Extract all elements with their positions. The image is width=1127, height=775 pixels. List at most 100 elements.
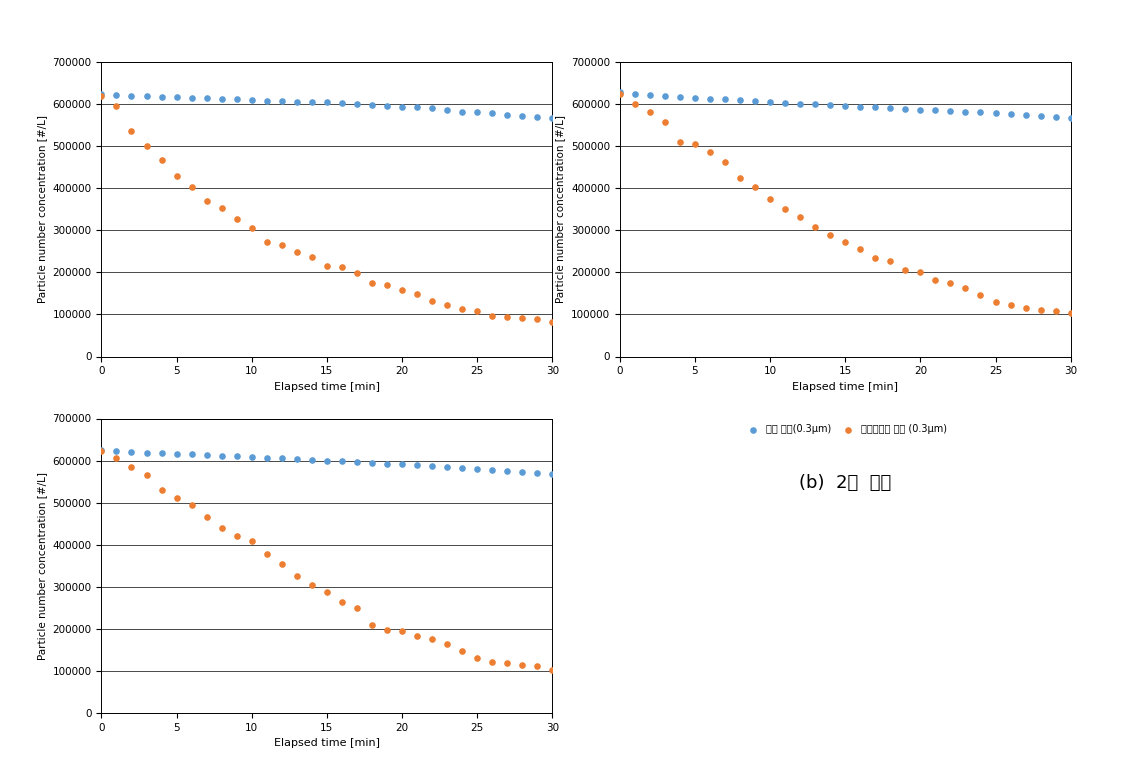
공기청정기 가동 (0.3μm) <box>656 116 674 129</box>
Y-axis label: Particle number concentration [#/L]: Particle number concentration [#/L] <box>37 115 47 303</box>
공기청정기 가동 (0.3μm) <box>393 625 411 637</box>
공기청정기 가동 (0.3μm) <box>1031 304 1049 316</box>
공기청정기 가동 (0.3μm) <box>881 254 899 267</box>
자연 감소(0.3μm) <box>168 91 186 104</box>
자연 감소(0.3μm) <box>348 98 366 110</box>
공기청정기 가동 (0.3μm) <box>393 284 411 297</box>
자연 감소(0.3μm) <box>468 106 486 119</box>
공기청정기 가동 (0.3μm) <box>468 652 486 664</box>
자연 감소(0.3μm) <box>498 109 516 121</box>
공기청정기 가동 (0.3μm) <box>332 596 350 608</box>
공기청정기 가동 (0.3μm) <box>123 126 141 138</box>
자연 감소(0.3μm) <box>529 111 547 123</box>
자연 감소(0.3μm) <box>1031 109 1049 122</box>
공기청정기 가동 (0.3μm) <box>273 557 291 570</box>
공기청정기 가동 (0.3μm) <box>498 657 516 670</box>
자연 감소(0.3μm) <box>941 105 959 117</box>
공기청정기 가동 (0.3μm) <box>287 570 305 583</box>
공기청정기 가동 (0.3μm) <box>438 299 456 312</box>
자연 감소(0.3μm) <box>183 448 201 460</box>
자연 감소(0.3μm) <box>957 105 975 118</box>
공기청정기 가동 (0.3μm) <box>332 261 350 274</box>
공기청정기 가동 (0.3μm) <box>483 309 502 322</box>
공기청정기 가동 (0.3μm) <box>183 181 201 193</box>
공기청정기 가동 (0.3μm) <box>822 229 840 242</box>
자연 감소(0.3μm) <box>453 105 471 118</box>
공기청정기 가동 (0.3μm) <box>137 469 156 481</box>
공기청정기 가동 (0.3μm) <box>513 659 531 671</box>
Y-axis label: Particle number concentration [#/L]: Particle number concentration [#/L] <box>37 472 47 660</box>
Legend: 자연 감소(0.3μm), 공기청정기 가동 (0.3μm): 자연 감소(0.3μm), 공기청정기 가동 (0.3μm) <box>225 424 428 434</box>
공기청정기 가동 (0.3μm) <box>611 88 629 100</box>
자연 감소(0.3μm) <box>836 99 854 112</box>
자연 감소(0.3μm) <box>686 91 704 104</box>
자연 감소(0.3μm) <box>318 454 336 467</box>
공기청정기 가동 (0.3μm) <box>303 578 321 591</box>
자연 감소(0.3μm) <box>761 96 779 108</box>
자연 감소(0.3μm) <box>408 459 426 471</box>
공기청정기 가동 (0.3μm) <box>318 260 336 272</box>
자연 감소(0.3μm) <box>107 445 125 457</box>
자연 감소(0.3μm) <box>423 102 441 115</box>
자연 감소(0.3μm) <box>332 455 350 467</box>
자연 감소(0.3μm) <box>408 102 426 114</box>
자연 감소(0.3μm) <box>303 96 321 108</box>
공기청정기 가동 (0.3μm) <box>363 618 381 631</box>
자연 감소(0.3μm) <box>258 95 276 107</box>
공기청정기 가동 (0.3μm) <box>529 313 547 326</box>
공기청정기 가동 (0.3μm) <box>1047 305 1065 318</box>
자연 감소(0.3μm) <box>213 449 231 462</box>
공기청정기 가동 (0.3μm) <box>378 279 396 291</box>
자연 감소(0.3μm) <box>731 94 749 106</box>
공기청정기 가동 (0.3μm) <box>258 548 276 560</box>
공기청정기 가동 (0.3μm) <box>258 236 276 248</box>
공기청정기 가동 (0.3μm) <box>543 663 561 676</box>
자연 감소(0.3μm) <box>242 94 260 106</box>
공기청정기 가동 (0.3μm) <box>806 221 824 233</box>
자연 감소(0.3μm) <box>513 466 531 478</box>
공기청정기 가동 (0.3μm) <box>438 639 456 651</box>
공기청정기 가동 (0.3μm) <box>941 277 959 289</box>
공기청정기 가동 (0.3μm) <box>468 305 486 317</box>
자연 감소(0.3μm) <box>716 93 734 105</box>
Text: (a)  1단  가동: (a) 1단 가동 <box>281 474 373 492</box>
자연 감소(0.3μm) <box>822 99 840 112</box>
자연 감소(0.3μm) <box>656 90 674 102</box>
공기청정기 가동 (0.3μm) <box>197 195 215 207</box>
자연 감소(0.3μm) <box>393 458 411 470</box>
공기청정기 가동 (0.3μm) <box>318 586 336 598</box>
공기청정기 가동 (0.3μm) <box>242 534 260 546</box>
공기청정기 가동 (0.3μm) <box>408 288 426 301</box>
자연 감소(0.3μm) <box>483 107 502 119</box>
공기청정기 가동 (0.3μm) <box>731 171 749 184</box>
자연 감소(0.3μm) <box>1002 108 1020 120</box>
공기청정기 가동 (0.3μm) <box>896 264 914 277</box>
자연 감소(0.3μm) <box>746 95 764 107</box>
공기청정기 가동 (0.3μm) <box>213 522 231 534</box>
자연 감소(0.3μm) <box>791 98 809 110</box>
공기청정기 가동 (0.3μm) <box>228 212 246 225</box>
공기청정기 가동 (0.3μm) <box>836 236 854 248</box>
공기청정기 가동 (0.3μm) <box>378 624 396 636</box>
자연 감소(0.3μm) <box>867 102 885 114</box>
공기청정기 가동 (0.3μm) <box>777 203 795 215</box>
자연 감소(0.3μm) <box>152 91 170 103</box>
공기청정기 가동 (0.3μm) <box>926 274 944 286</box>
자연 감소(0.3μm) <box>543 468 561 480</box>
X-axis label: Elapsed time [min]: Elapsed time [min] <box>792 382 898 392</box>
공기청정기 가동 (0.3μm) <box>152 153 170 166</box>
자연 감소(0.3μm) <box>851 101 869 113</box>
공기청정기 가동 (0.3μm) <box>348 601 366 614</box>
공기청정기 가동 (0.3μm) <box>957 282 975 294</box>
자연 감소(0.3μm) <box>287 95 305 108</box>
자연 감소(0.3μm) <box>641 88 659 101</box>
자연 감소(0.3μm) <box>378 457 396 470</box>
공기청정기 가동 (0.3μm) <box>183 498 201 511</box>
X-axis label: Elapsed time [min]: Elapsed time [min] <box>274 739 380 749</box>
공기청정기 가동 (0.3μm) <box>867 251 885 264</box>
공기청정기 가동 (0.3μm) <box>686 138 704 150</box>
자연 감소(0.3μm) <box>137 91 156 103</box>
자연 감소(0.3μm) <box>543 112 561 124</box>
자연 감소(0.3μm) <box>152 447 170 460</box>
자연 감소(0.3μm) <box>453 462 471 474</box>
